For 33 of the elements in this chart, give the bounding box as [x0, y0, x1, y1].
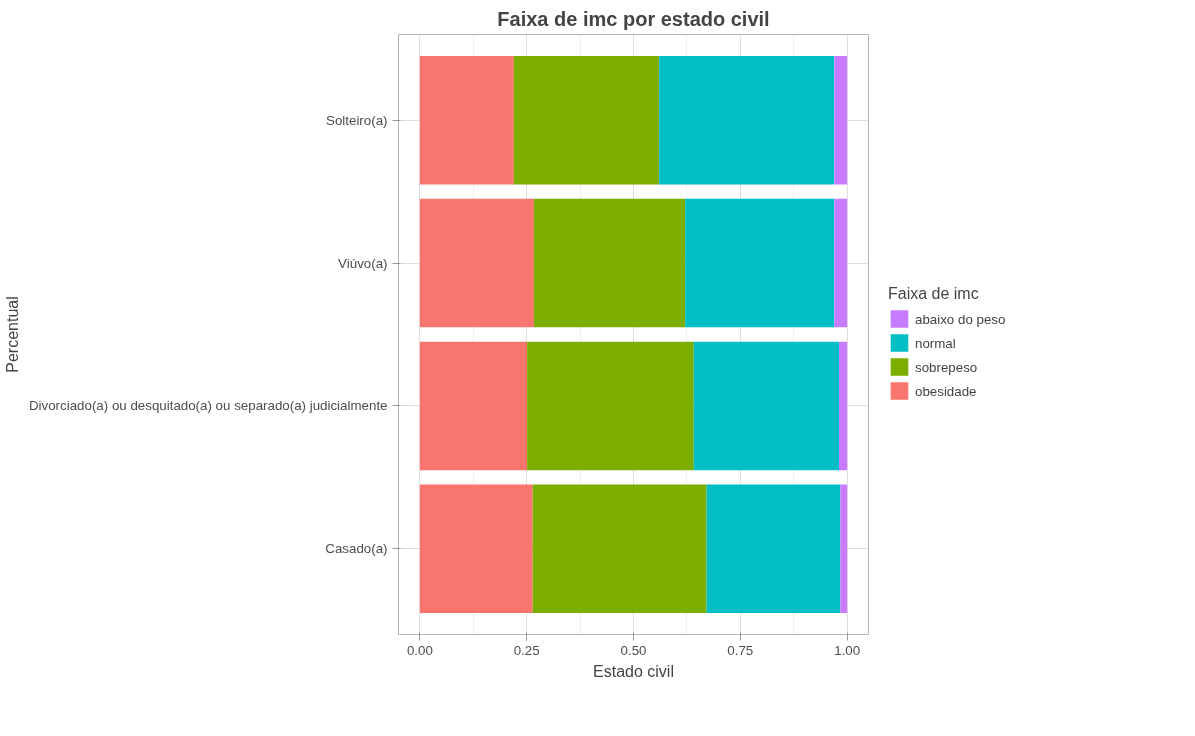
x-tick-label: 1.00	[834, 642, 861, 658]
legend-title: Faixa de imc	[888, 284, 980, 303]
legend-label: normal	[915, 335, 956, 350]
bar	[834, 55, 848, 185]
bar	[532, 484, 707, 614]
bar	[419, 341, 528, 471]
bar	[706, 484, 841, 614]
bar	[834, 198, 848, 328]
legend-label: obesidade	[915, 383, 977, 398]
bar	[840, 484, 848, 614]
x-tick-label: 0.50	[620, 642, 647, 658]
bar	[419, 55, 514, 185]
x-tick-label: 0.25	[513, 642, 540, 658]
bar	[685, 198, 835, 328]
bar	[527, 341, 694, 471]
bar	[659, 55, 835, 185]
x-tick-label: 0.75	[727, 642, 754, 658]
bar	[839, 341, 848, 471]
bar	[513, 55, 660, 185]
bar	[419, 484, 533, 614]
y-axis-title: Percentual	[3, 296, 21, 373]
y-tick-label: Divorciado(a) ou desquitado(a) ou separado(a) judicialmente	[28, 398, 388, 414]
legend-label: abaixo do peso	[915, 311, 1006, 326]
y-tick-label: Casado(a)	[325, 541, 388, 557]
legend-label: sobrepeso	[915, 359, 978, 374]
y-tick-label: Viúvo(a)	[338, 255, 388, 271]
bar	[693, 341, 840, 471]
bar	[419, 198, 534, 328]
bar	[533, 198, 686, 328]
y-tick-label: Solteiro(a)	[326, 112, 388, 128]
x-tick-label: 0.00	[406, 642, 433, 658]
x-axis-title: Estado civil	[593, 662, 674, 680]
chart-title: Faixa de imc por estado civil	[497, 7, 770, 30]
